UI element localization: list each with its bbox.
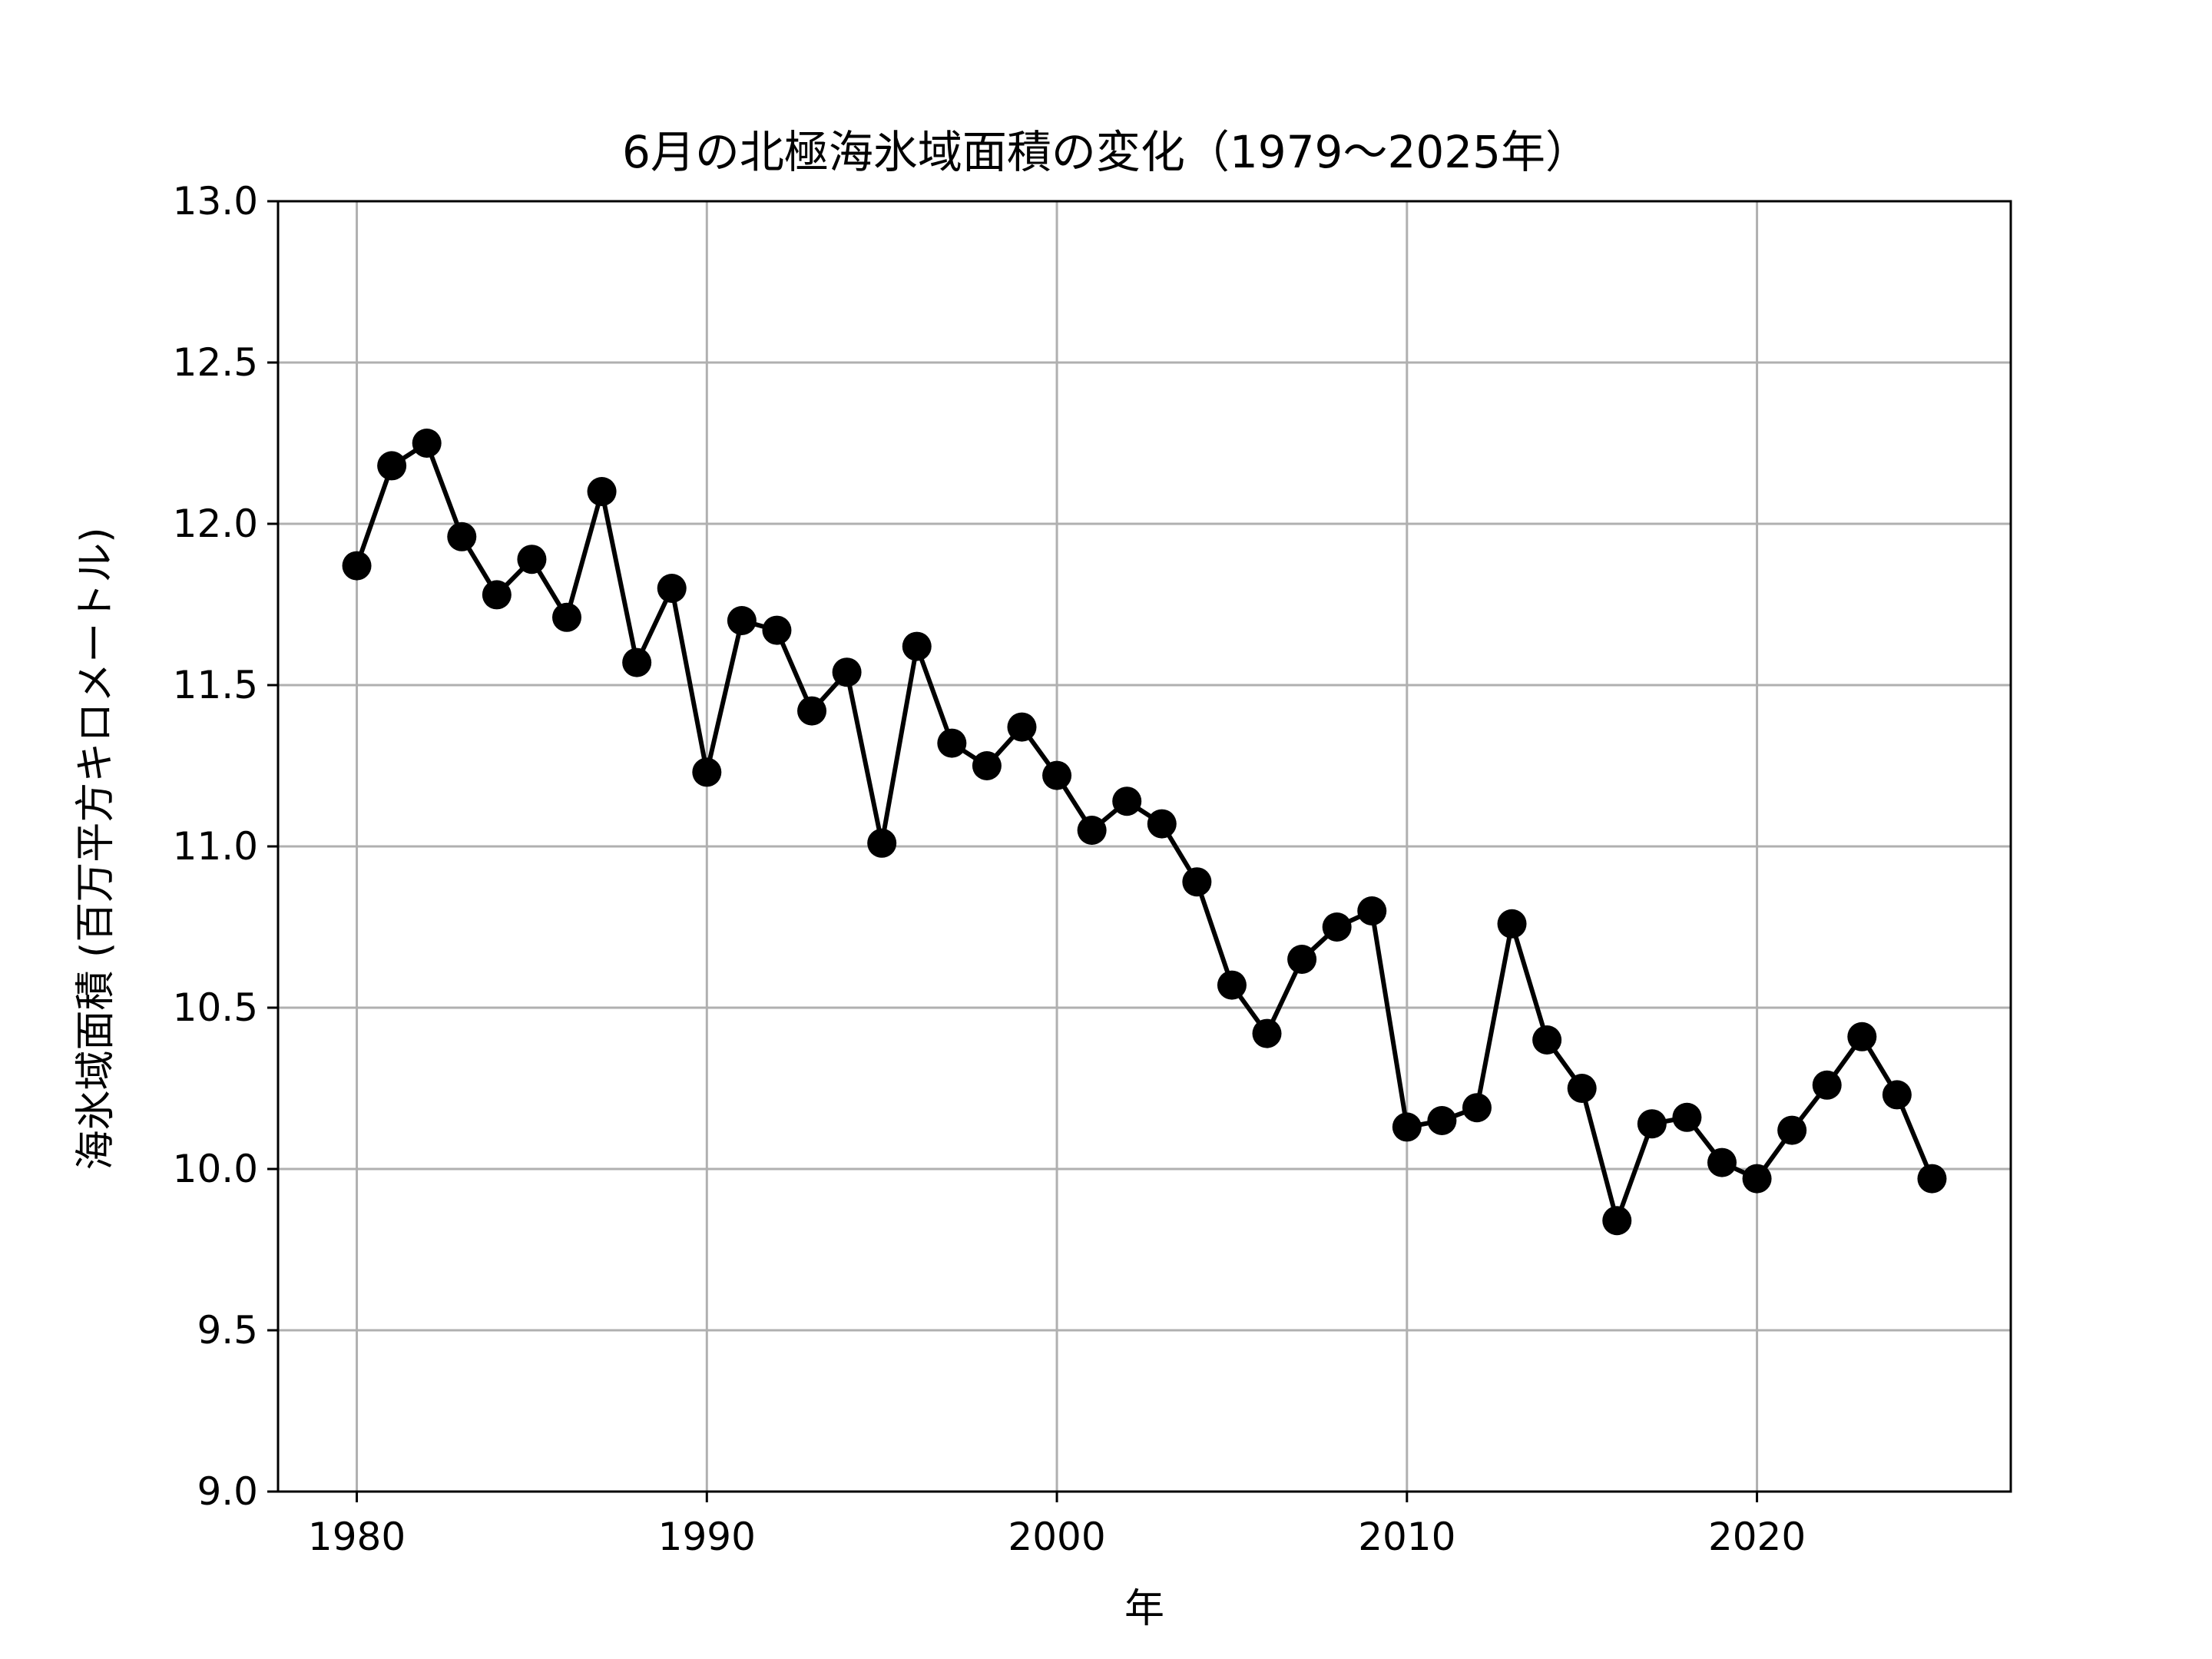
data-point [552,602,581,632]
y-tick-label: 12.0 [173,502,258,546]
x-axis-label: 年 [1124,1586,1164,1632]
data-point [657,574,687,603]
data-point [1777,1115,1807,1145]
data-point [1077,816,1107,845]
data-point [1357,896,1387,926]
data-point [622,647,652,677]
x-tick-label: 2000 [1008,1515,1105,1559]
data-point [1707,1147,1737,1177]
y-axis-label: 海氷域面積 (百万平方キロメートル) [73,527,119,1170]
data-point [937,728,967,758]
y-tick-label: 13.0 [173,179,258,224]
data-point [1427,1106,1457,1135]
data-point [1182,867,1212,897]
series-line [354,441,1935,1224]
data-point [447,522,477,551]
y-tick-label: 12.5 [173,340,258,385]
x-tick-label: 1980 [308,1515,406,1559]
data-point [1217,970,1247,1000]
y-tick-label: 11.5 [173,663,258,707]
data-point [1637,1109,1667,1139]
data-point [727,606,757,635]
data-point [1322,912,1352,942]
data-series [342,429,1947,1236]
data-point [972,751,1002,780]
data-point [517,545,547,575]
data-point [1007,712,1037,742]
data-point [797,696,827,726]
data-point [377,451,407,481]
data-point [1392,1112,1422,1142]
data-point [902,631,932,661]
data-point [587,477,617,506]
data-point [342,551,372,581]
data-point [867,828,897,858]
x-tick-label: 2010 [1358,1515,1455,1559]
x-axis: 1980 1990 2000 2010 2020 [308,1492,1806,1559]
data-point [832,657,862,687]
data-point [1042,760,1072,790]
x-tick-label: 1990 [658,1515,756,1559]
y-axis: 9.0 9.5 10.0 10.5 11.0 11.5 12.0 12.5 13.0 [173,179,278,1514]
data-point [1882,1080,1912,1110]
data-point [1672,1102,1702,1132]
data-point [762,615,792,645]
data-point [692,757,722,787]
y-tick-label: 10.0 [173,1147,258,1191]
data-point [1812,1070,1842,1100]
data-point [1252,1018,1282,1048]
data-point [1112,786,1142,816]
data-point [1497,909,1527,939]
y-tick-label: 10.5 [173,985,258,1030]
data-point [1532,1025,1562,1055]
data-point [1147,809,1177,839]
y-tick-label: 11.0 [173,824,258,869]
data-point [1602,1206,1632,1236]
y-tick-label: 9.0 [197,1469,258,1514]
data-point [1917,1164,1947,1194]
data-point [482,580,512,610]
data-point [1742,1164,1772,1194]
x-tick-label: 2020 [1708,1515,1806,1559]
data-point [1462,1093,1492,1123]
chart-title: 6月の北極海氷域面積の変化（1979〜2025年） [622,126,1590,178]
data-point [1567,1074,1597,1103]
data-point [1287,945,1317,974]
data-point [412,429,442,458]
data-point [1847,1022,1877,1051]
y-tick-label: 9.5 [197,1308,258,1353]
